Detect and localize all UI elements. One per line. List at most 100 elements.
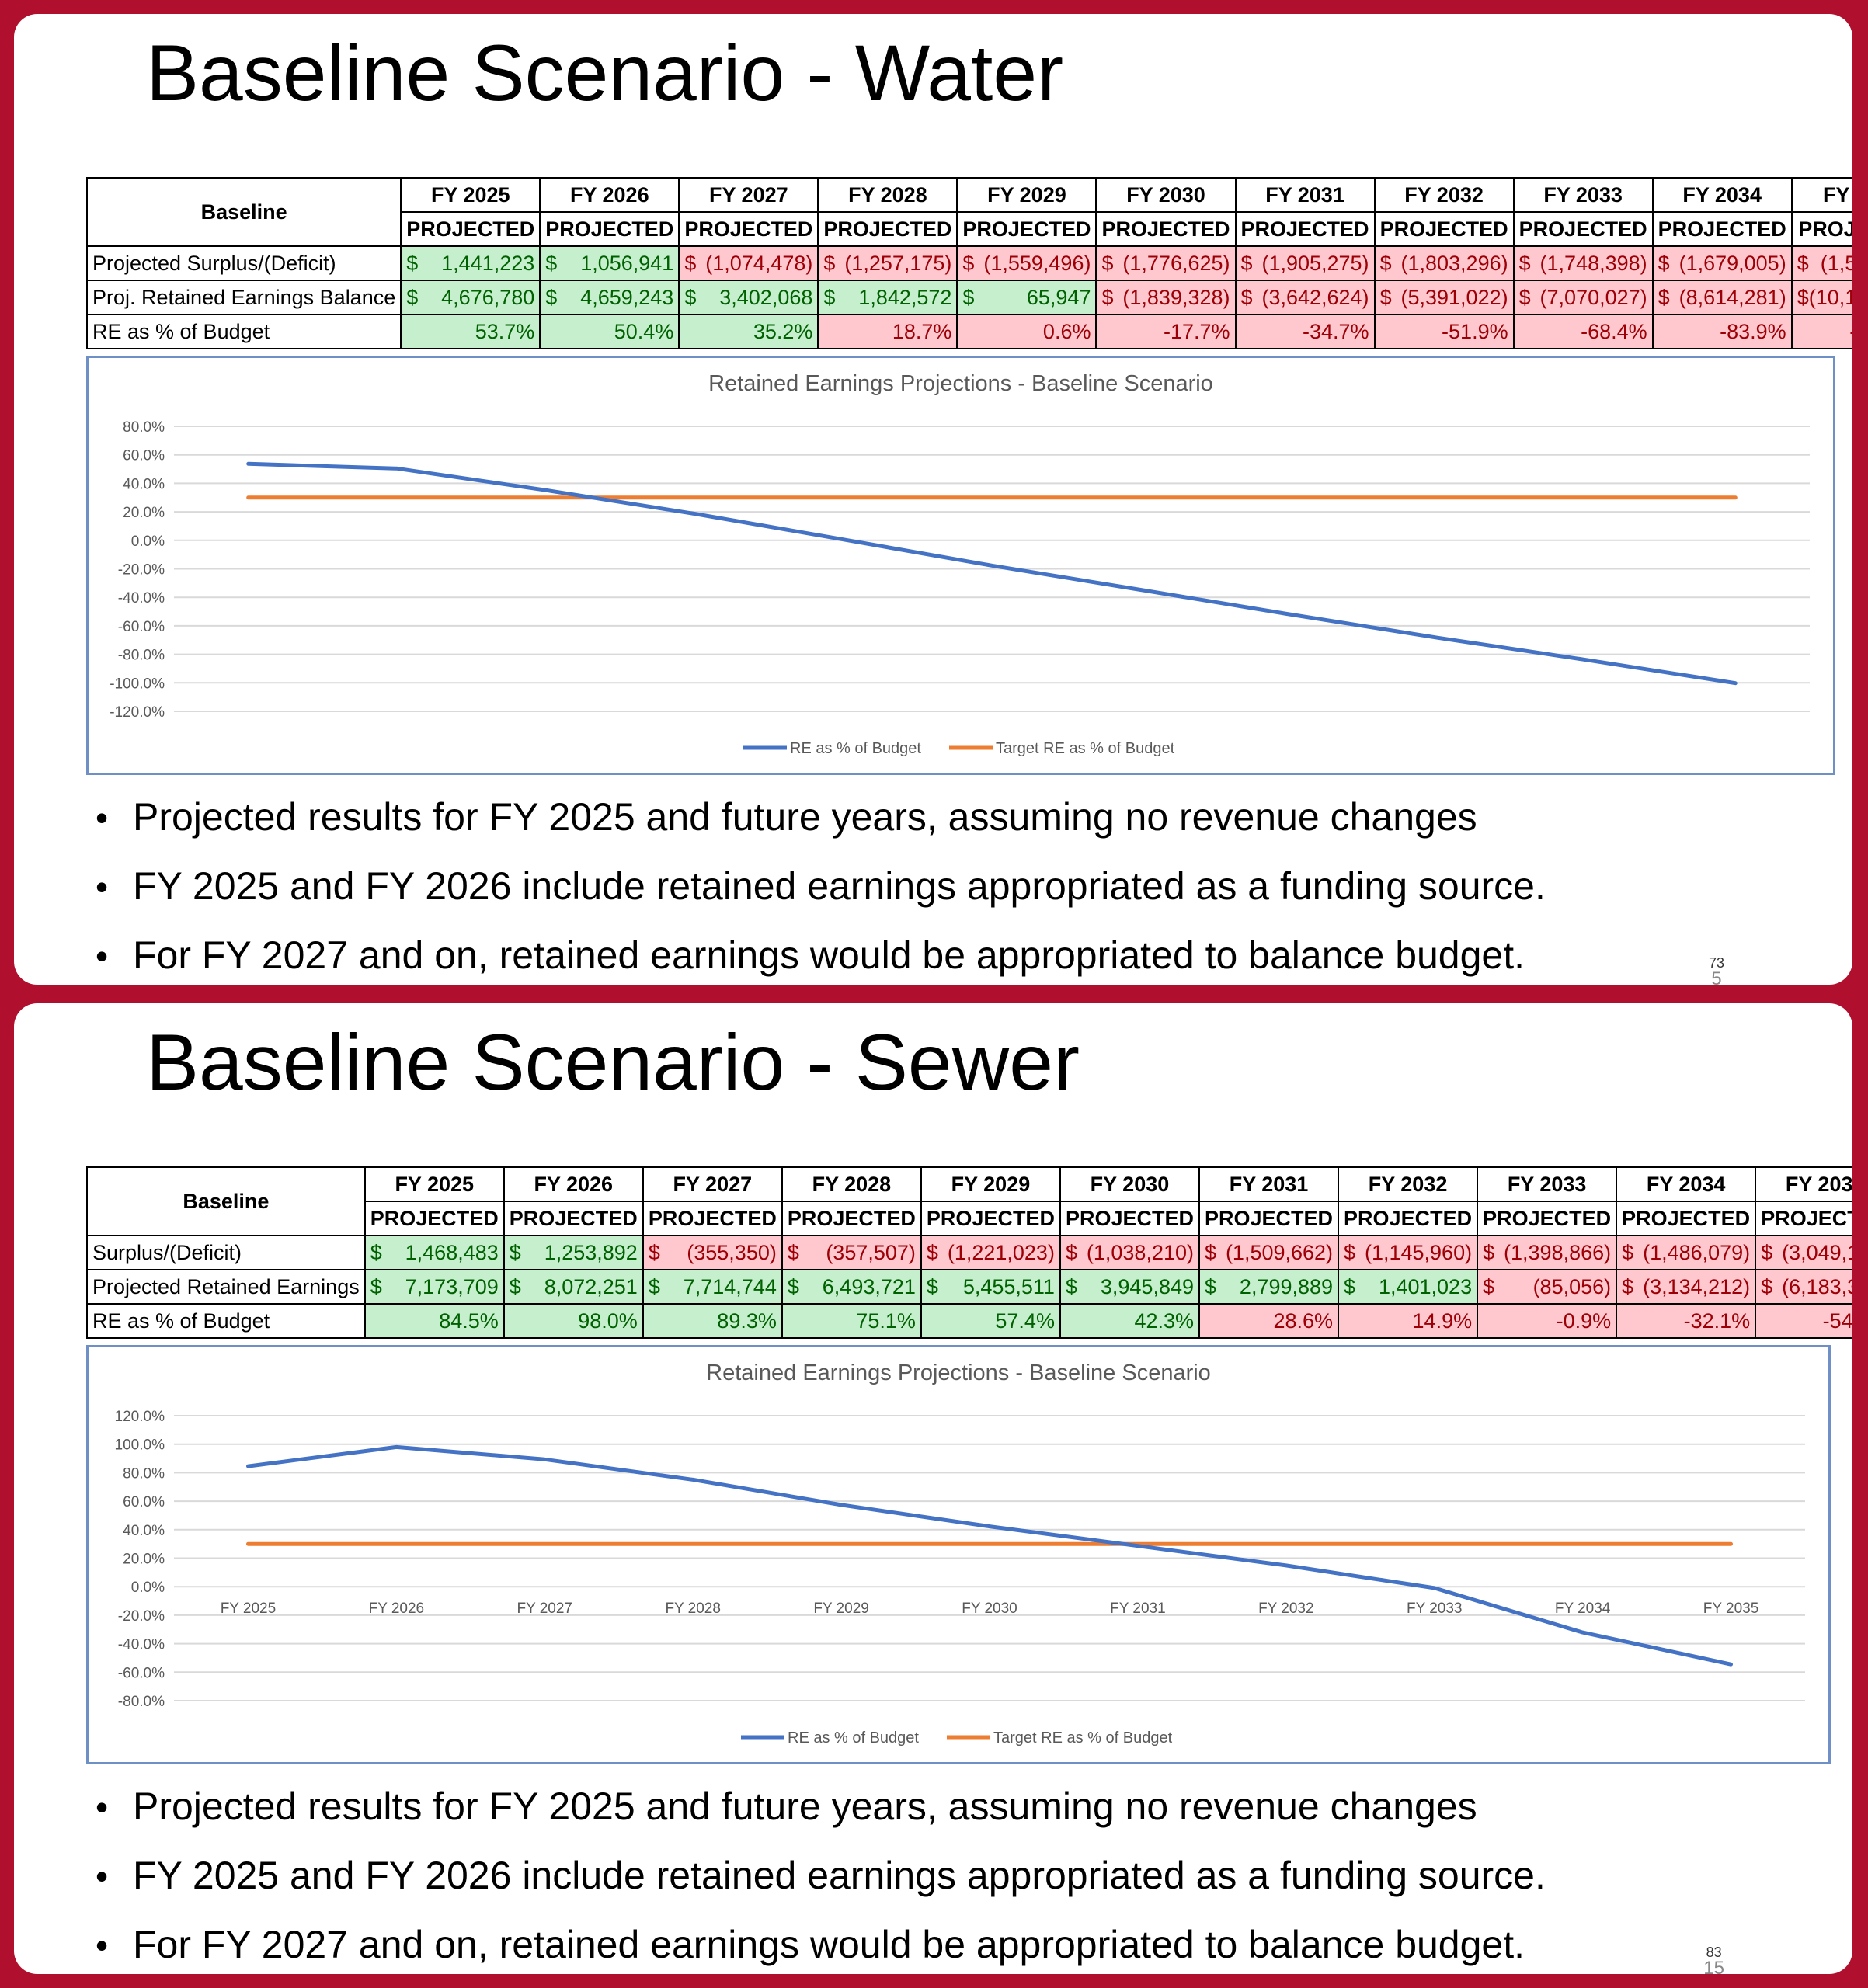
y-tick-label: 100.0% xyxy=(115,1437,165,1454)
money-cell: $ (1,803,296) xyxy=(1373,245,1515,281)
y-tick-label: -60.0% xyxy=(118,1665,165,1681)
money-value: (1,839,328) xyxy=(1122,285,1230,309)
currency-symbol: $ xyxy=(926,1240,938,1264)
currency-symbol: $ xyxy=(545,285,558,309)
projected-header: PROJECTED xyxy=(642,1201,783,1236)
percent-cell: -34.7% xyxy=(1234,314,1376,349)
money-value: 7,173,709 xyxy=(405,1274,499,1298)
x-tick-label: FY 2025 xyxy=(221,1600,276,1617)
slide-title: Baseline Scenario - Sewer xyxy=(146,1018,1080,1107)
money-cell: $4,676,780 xyxy=(400,280,541,315)
projected-header: PROJECTED xyxy=(1373,211,1515,247)
currency-symbol: $ xyxy=(962,251,975,275)
projected-header: PROJECTED xyxy=(400,211,541,247)
retained-earnings-chart: Retained Earnings Projections - Baseline… xyxy=(115,1361,1805,1746)
bullet-list: Projected results for FY 2025 and future… xyxy=(96,783,1546,985)
y-tick-label: 0.0% xyxy=(131,533,165,550)
series-line-re-pct xyxy=(246,1444,1733,1667)
currency-symbol: $ xyxy=(1622,1274,1634,1298)
percent-cell: -100.2% xyxy=(1790,314,1852,349)
subheader-row: PROJECTED PROJECTED PROJECTED PROJECTED PROJ… xyxy=(87,1201,1852,1236)
money-value: (3,134,212) xyxy=(1643,1274,1751,1298)
currency-symbol: $ xyxy=(370,1274,382,1298)
currency-symbol: $ xyxy=(1658,285,1670,309)
y-tick-label: 60.0% xyxy=(123,448,165,464)
money-cell: $ (85,056) xyxy=(1477,1269,1618,1305)
slide-water: Baseline Scenario - Water Baseline FY 202… xyxy=(14,14,1852,985)
money-cell: $(10,158,535) xyxy=(1790,280,1852,315)
currency-symbol: $ xyxy=(1658,251,1670,275)
retained-earnings-chart: Retained Earnings Projections - Baseline… xyxy=(110,371,1810,757)
money-cell: $ (1,486,079) xyxy=(1616,1235,1757,1270)
legend-label: RE as % of Budget xyxy=(790,740,921,757)
money-cell: $ (3,134,212) xyxy=(1616,1269,1757,1305)
bullet-item: For FY 2027 and on, retained earnings wo… xyxy=(96,1910,1546,1974)
row-label: Projected Surplus/(Deficit) xyxy=(85,245,402,281)
projected-header: PROJECTED xyxy=(1651,211,1793,247)
money-cell: $6,493,721 xyxy=(781,1269,922,1305)
x-tick-label: FY 2033 xyxy=(1407,1600,1462,1617)
currency-symbol: $ xyxy=(545,251,558,275)
y-tick-label: -40.0% xyxy=(118,590,165,606)
money-value: 1,056,941 xyxy=(580,251,674,275)
currency-symbol: $ xyxy=(648,1274,660,1298)
baseline-table: Baseline FY 2025 FY 2026 FY 2027 FY 2028 FY 2… xyxy=(85,177,1852,349)
chart-title: Retained Earnings Projections - Baseline… xyxy=(708,371,1213,396)
money-cell: $ (3,049,156) xyxy=(1755,1235,1852,1270)
money-value: (355,350) xyxy=(687,1240,777,1264)
y-tick-label: -20.0% xyxy=(118,562,165,579)
percent-cell: -54.5% xyxy=(1755,1303,1852,1339)
slide-sewer: Baseline Scenario - Sewer Baseline FY 202… xyxy=(14,1003,1852,1974)
money-cell: $ (1,145,960) xyxy=(1338,1235,1479,1270)
legend-label: Target RE as % of Budget xyxy=(993,1729,1173,1746)
money-cell: $8,072,251 xyxy=(503,1269,644,1305)
y-tick-label: -40.0% xyxy=(118,1637,165,1653)
y-tick-label: -100.0% xyxy=(110,676,165,692)
money-cell: $ (6,183,368) xyxy=(1755,1269,1852,1305)
projected-header: PROJECTED xyxy=(503,1201,644,1236)
money-cell: $ (3,642,624) xyxy=(1234,280,1376,315)
money-value: (1,905,275) xyxy=(1261,251,1369,275)
money-value: (85,056) xyxy=(1532,1274,1612,1298)
money-value: (1,486,079) xyxy=(1643,1240,1751,1264)
chart-frame: Retained Earnings Projections - Baseline… xyxy=(86,356,1835,775)
y-tick-label: -60.0% xyxy=(118,619,165,635)
year-header: FY 2029 xyxy=(956,177,1097,213)
row-label: Surplus/(Deficit) xyxy=(86,1235,366,1270)
year-header: FY 2032 xyxy=(1338,1166,1479,1202)
currency-symbol: $ xyxy=(1205,1240,1217,1264)
page-number: 73 5 xyxy=(1709,956,1724,985)
money-value: (1,257,175) xyxy=(844,251,952,275)
money-value: 1,401,023 xyxy=(1378,1274,1473,1298)
year-header: FY 2029 xyxy=(920,1166,1061,1202)
money-cell: $ (1,748,398) xyxy=(1512,245,1654,281)
y-tick-label: -20.0% xyxy=(118,1608,165,1625)
currency-symbol: $ xyxy=(1622,1240,1634,1264)
percent-cell: -51.9% xyxy=(1373,314,1515,349)
currency-symbol: $ xyxy=(406,251,419,275)
money-cell: $ (1,221,023) xyxy=(920,1235,1061,1270)
chart-frame: Retained Earnings Projections - Baseline… xyxy=(86,1345,1831,1764)
money-value: (1,145,960) xyxy=(1364,1240,1473,1264)
money-cell: $ (357,507) xyxy=(781,1235,922,1270)
money-value: (1,038,210) xyxy=(1086,1240,1194,1264)
currency-symbol: $ xyxy=(1344,1240,1356,1264)
x-tick-label: FY 2028 xyxy=(665,1600,720,1617)
year-header: FY 2025 xyxy=(364,1166,505,1202)
currency-symbol: $ xyxy=(1240,251,1253,275)
projected-header: PROJECTED xyxy=(1198,1201,1340,1236)
money-value: (1,544,254) xyxy=(1820,251,1852,275)
money-value: (3,642,624) xyxy=(1261,285,1369,309)
money-value: (1,679,005) xyxy=(1678,251,1786,275)
money-value: 1,253,892 xyxy=(544,1240,638,1264)
x-tick-label: FY 2034 xyxy=(1555,1600,1611,1617)
projected-header: PROJECTED xyxy=(1338,1201,1479,1236)
money-value: 2,799,889 xyxy=(1239,1274,1334,1298)
currency-symbol: $ xyxy=(787,1240,799,1264)
money-value: 5,455,511 xyxy=(962,1274,1055,1298)
x-tick-label: FY 2035 xyxy=(1703,1600,1758,1617)
percent-cell: -83.9% xyxy=(1651,314,1793,349)
currency-symbol: $ xyxy=(684,285,697,309)
y-tick-label: 120.0% xyxy=(115,1409,165,1425)
money-cell: $65,947 xyxy=(956,280,1097,315)
